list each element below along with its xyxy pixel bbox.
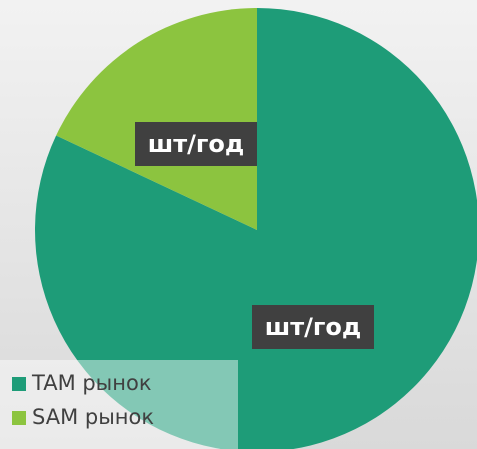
legend-box xyxy=(0,360,238,449)
pie-slice xyxy=(56,8,258,230)
value-label-box xyxy=(135,122,257,166)
legend-label: TAM рынок xyxy=(31,371,152,395)
legend-swatch xyxy=(12,411,26,425)
legend-swatch xyxy=(12,377,26,391)
value-label: шт/год xyxy=(135,122,257,166)
value-label: шт/год xyxy=(252,305,374,349)
value-label-text: шт/год xyxy=(148,130,245,158)
legend-label: SAM рынок xyxy=(32,405,154,429)
value-label-box xyxy=(252,305,374,349)
value-label-text: шт/год xyxy=(265,313,362,341)
